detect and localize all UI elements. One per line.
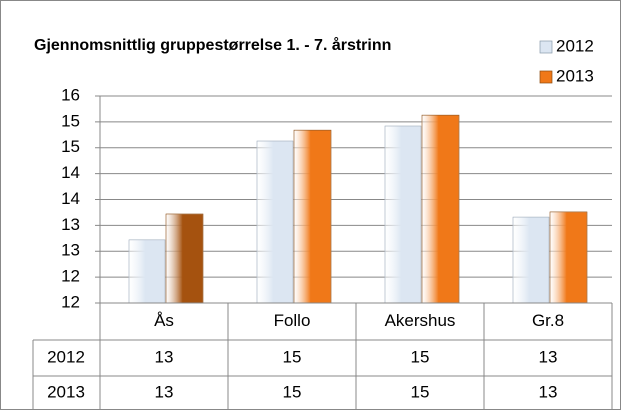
y-tick-label: 15 [61, 137, 80, 156]
y-tick-label: 16 [61, 85, 80, 104]
x-tick-label: Follo [274, 311, 311, 330]
bar [421, 114, 460, 304]
bar [165, 213, 204, 304]
bar [549, 211, 588, 304]
x-tick-label: Akershus [385, 311, 456, 330]
table-value: 13 [539, 347, 558, 366]
table-value: 15 [283, 382, 302, 401]
table-value: 15 [411, 382, 430, 401]
y-tick-label: 14 [61, 189, 80, 208]
table-value: 15 [283, 347, 302, 366]
y-tick-label: 13 [61, 215, 80, 234]
legend-label: 2012 [556, 36, 594, 55]
y-tick-label: 13 [61, 241, 80, 260]
bar [384, 125, 422, 304]
legend-swatch [539, 40, 553, 54]
legend-swatch [539, 70, 553, 84]
y-tick-label: 12 [61, 292, 80, 311]
x-tick-label: Ås [154, 311, 174, 330]
bar [293, 129, 332, 304]
bar [256, 140, 294, 304]
bar [128, 239, 166, 304]
y-tick-label: 12 [61, 267, 80, 286]
legend-label: 2013 [556, 66, 594, 85]
table-series-name: 2012 [47, 347, 85, 366]
chart-title: Gjennomsnittlig gruppestørrelse 1. - 7. … [34, 36, 391, 54]
y-tick-label: 15 [61, 111, 80, 130]
table-value: 13 [155, 347, 174, 366]
bar [512, 216, 550, 304]
y-tick-label: 14 [61, 163, 80, 182]
table-series-name: 2013 [47, 382, 85, 401]
table-value: 13 [539, 382, 558, 401]
table-value: 15 [411, 347, 430, 366]
table-value: 13 [155, 382, 174, 401]
x-tick-label: Gr.8 [532, 311, 564, 330]
